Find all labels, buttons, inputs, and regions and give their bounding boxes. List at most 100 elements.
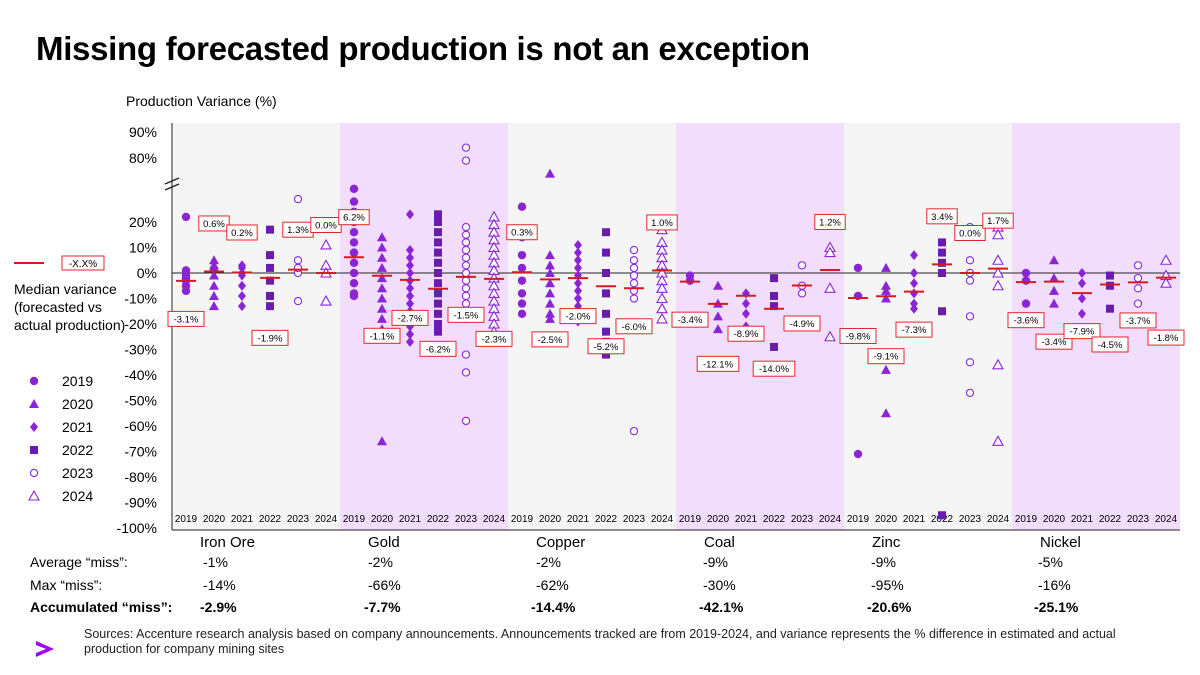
point-gold-2021 (406, 268, 414, 278)
point-iron-ore-2022 (266, 302, 274, 311)
median-label-box (587, 338, 625, 355)
point-iron-ore-2022 (266, 291, 274, 300)
point-copper-2021 (574, 293, 582, 304)
point-coal-2024 (824, 282, 836, 293)
point-coal-2020 (713, 280, 723, 290)
point-zinc-2020 (881, 285, 891, 295)
category-label-iron-ore: Iron Ore (200, 534, 255, 551)
category-label-nickel: Nickel (1040, 534, 1081, 551)
point-gold-2022 (434, 210, 442, 219)
median-label-zinc-2019: -9.8% (846, 331, 871, 342)
point-coal-2022 (770, 342, 778, 351)
point-zinc-2024 (992, 266, 1004, 278)
point-nickel-2020 (1049, 285, 1059, 295)
average-miss-label: Average “miss”: (30, 554, 128, 570)
point-copper-2021 (574, 285, 582, 296)
point-gold-2020 (377, 436, 387, 446)
point-gold-2022 (434, 279, 442, 288)
x-tick-year-label: 2022 (1099, 514, 1122, 525)
point-copper-2021 (574, 247, 582, 258)
point-gold-2020 (377, 232, 387, 242)
median-label-coal-2023: -4.9% (790, 319, 815, 330)
point-nickel-2020 (1049, 273, 1059, 283)
point-nickel-2023 (1133, 261, 1143, 270)
point-coal-2023 (797, 261, 807, 270)
avg-nickel: -5% (1038, 554, 1063, 570)
median-label-nickel-2024: -1.8% (1154, 333, 1179, 344)
median-label-zinc-2023: 0.0% (959, 229, 981, 240)
x-tick-year-label: 2020 (203, 514, 226, 525)
x-tick-year-label: 2021 (567, 514, 590, 525)
median-label-box (475, 330, 513, 347)
median-label-box (1007, 312, 1045, 329)
median-label-box (226, 224, 258, 241)
x-tick-year-label: 2021 (399, 514, 422, 525)
point-nickel-2019 (1021, 268, 1031, 278)
point-zinc-2021 (910, 303, 918, 314)
median-label-box (752, 360, 796, 377)
point-coal-2023 (797, 289, 807, 298)
median-label-gold-2019: 6.2% (343, 213, 365, 224)
x-tick-year-label: 2024 (987, 514, 1010, 525)
point-copper-2024 (656, 302, 668, 314)
median-label-copper-2024: 1.0% (651, 218, 673, 229)
x-tick-year-label: 2020 (371, 514, 394, 525)
point-nickel-2022 (1106, 304, 1114, 313)
x-tick-year-label: 2019 (511, 514, 534, 525)
point-copper-2020 (545, 268, 555, 277)
legend-median-desc: Median variance (forecasted vs actual pr… (14, 281, 126, 333)
legend-year-2021: 2021 (62, 419, 93, 435)
point-gold-2020 (377, 303, 387, 313)
point-gold-2022 (434, 309, 442, 318)
accumulated-miss-label: Accumulated “miss”: (30, 599, 173, 615)
median-label-copper-2022: -5.2% (594, 342, 619, 353)
point-zinc-2024 (992, 435, 1004, 446)
point-copper-2023 (629, 294, 639, 303)
acc-coal: -42.1% (699, 599, 744, 615)
point-gold-2023 (461, 238, 471, 247)
point-copper-2020 (545, 260, 555, 270)
point-gold-2020 (377, 273, 387, 283)
legend-year-2019: 2019 (62, 373, 93, 389)
x-tick-year-label: 2024 (1155, 514, 1178, 525)
point-coal-2019 (685, 276, 695, 285)
point-copper-2023 (629, 256, 639, 265)
x-tick-year-label: 2021 (735, 514, 758, 525)
legend-year-2022: 2022 (62, 442, 93, 458)
point-copper-2022 (602, 309, 610, 318)
median-label-box (559, 308, 597, 325)
point-zinc-2022 (938, 269, 946, 277)
median-label-gold-2022: -6.2% (426, 344, 451, 355)
median-label-box (531, 331, 569, 348)
point-copper-2022 (602, 248, 610, 257)
median-label-box (982, 212, 1014, 229)
point-gold-2021 (406, 209, 414, 220)
x-tick-year-label: 2023 (791, 514, 814, 525)
median-label-gold-2023: -1.5% (454, 310, 479, 321)
point-nickel-2022 (1106, 281, 1114, 290)
point-nickel-2023 (1133, 284, 1143, 293)
median-label-box (1091, 336, 1129, 353)
point-gold-2019 (349, 238, 359, 247)
point-iron-ore-2021 (238, 260, 246, 271)
point-iron-ore-2020 (209, 262, 219, 272)
point-copper-2019 (517, 276, 527, 285)
acc-nickel: -25.1% (1034, 599, 1079, 615)
point-zinc-2023 (965, 388, 975, 397)
point-zinc-2020 (881, 262, 891, 272)
point-copper-2020 (545, 278, 555, 288)
point-gold-2023 (461, 291, 471, 301)
point-gold-2022 (434, 238, 442, 247)
point-zinc-2024 (992, 358, 1004, 370)
point-copper-2023 (629, 279, 639, 288)
point-copper-2023 (629, 245, 639, 255)
acc-iron-ore: -2.9% (200, 599, 237, 615)
point-nickel-2024 (1160, 277, 1172, 288)
point-zinc-2022 (938, 248, 946, 257)
x-tick-year-label: 2023 (959, 514, 982, 525)
point-gold-2022 (434, 327, 442, 336)
median-label-box (867, 348, 905, 365)
point-gold-2019 (349, 268, 359, 278)
legend-median-label: -X.X% (69, 259, 97, 270)
point-gold-2021 (406, 283, 414, 294)
